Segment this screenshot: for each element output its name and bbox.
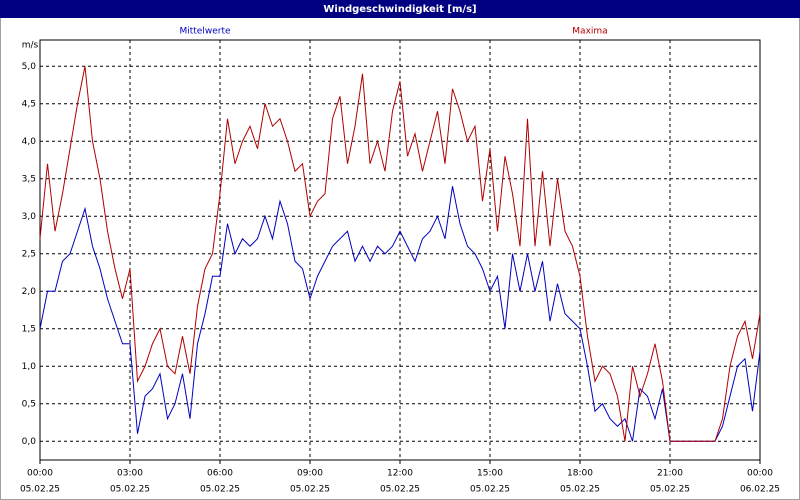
x-tick-label: 21:00 bbox=[657, 469, 683, 479]
x-tick-date: 05.02.25 bbox=[200, 485, 240, 495]
y-tick-label: 0,5 bbox=[22, 399, 36, 409]
x-tick-label: 00:00 bbox=[27, 469, 53, 479]
y-tick-label: 4,5 bbox=[22, 99, 36, 109]
x-tick-label: 00:00 bbox=[747, 469, 773, 479]
x-tick-date: 06.02.25 bbox=[740, 485, 780, 495]
x-tick-date: 05.02.25 bbox=[650, 485, 690, 495]
y-tick-label: 4,0 bbox=[22, 137, 37, 147]
y-tick-label: 3,5 bbox=[22, 174, 36, 184]
y-tick-label: 1,5 bbox=[22, 324, 36, 334]
x-tick-label: 12:00 bbox=[387, 469, 413, 479]
x-tick-label: 15:00 bbox=[477, 469, 503, 479]
chart-title: Windgeschwindigkeit [m/s] bbox=[323, 4, 476, 15]
x-tick-date: 05.02.25 bbox=[110, 485, 150, 495]
y-tick-label: 0,0 bbox=[22, 437, 37, 447]
x-tick-label: 06:00 bbox=[207, 469, 233, 479]
y-tick-label: 1,0 bbox=[22, 362, 37, 372]
data-line bbox=[39, 186, 761, 442]
x-tick-date: 05.02.25 bbox=[20, 485, 60, 495]
legend-label: Mittelwerte bbox=[179, 27, 230, 37]
title-bar bbox=[0, 0, 800, 18]
x-tick-label: 03:00 bbox=[117, 469, 143, 479]
y-tick-label: 2,0 bbox=[22, 287, 37, 297]
x-tick-date: 05.02.25 bbox=[560, 485, 600, 495]
y-unit: m/s bbox=[22, 41, 39, 51]
y-tick-label: 3,0 bbox=[22, 212, 37, 222]
x-tick-date: 05.02.25 bbox=[380, 485, 420, 495]
x-tick-date: 05.02.25 bbox=[470, 485, 510, 495]
data-line bbox=[39, 66, 761, 442]
x-tick-label: 18:00 bbox=[567, 469, 593, 479]
y-tick-label: 2,5 bbox=[22, 249, 36, 259]
x-tick-date: 05.02.25 bbox=[290, 485, 330, 495]
x-tick-label: 09:00 bbox=[297, 469, 323, 479]
legend-label: Maxima bbox=[572, 27, 607, 37]
y-tick-label: 5,0 bbox=[22, 62, 37, 72]
